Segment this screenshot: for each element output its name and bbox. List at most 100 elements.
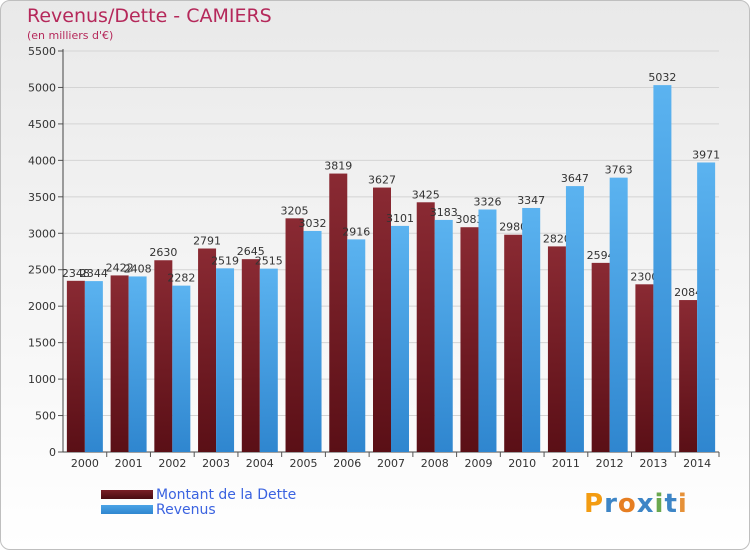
data-label-dette: 2645	[237, 245, 265, 258]
legend-swatch-dette	[101, 490, 153, 499]
data-label-dette: 2980	[499, 221, 527, 234]
bar-revenus	[478, 209, 497, 452]
legend-item-dette: Montant de la Dette	[101, 487, 296, 503]
data-label-dette: 2791	[193, 235, 221, 248]
bar-dette	[460, 227, 479, 452]
bar-revenus	[697, 162, 716, 452]
y-tick-label: 1000	[28, 373, 56, 386]
bar-revenus	[565, 186, 584, 453]
bar-dette	[110, 275, 129, 452]
x-tick-label: 2002	[158, 457, 186, 470]
x-tick-label: 2012	[596, 457, 624, 470]
y-tick-label: 5000	[28, 81, 56, 94]
logo-letter: r	[604, 489, 618, 519]
bar-dette	[285, 218, 304, 452]
data-label-revenus: 3326	[473, 196, 501, 209]
bar-dette	[198, 248, 217, 452]
bar-revenus	[303, 230, 322, 452]
bar-revenus	[128, 276, 147, 452]
bar-revenus	[216, 268, 235, 452]
x-tick-label: 2010	[508, 457, 536, 470]
data-label-revenus: 2344	[80, 267, 108, 280]
data-label-revenus: 3183	[430, 206, 458, 219]
bar-dette	[373, 187, 391, 453]
logo-letter: i	[654, 489, 665, 519]
bar-revenus	[259, 268, 278, 452]
bar-dette	[547, 246, 566, 452]
bar-dette	[416, 202, 435, 452]
bar-revenus	[609, 177, 628, 452]
chart-subtitle: (en milliers d'€)	[27, 29, 114, 42]
x-tick-label: 2009	[464, 457, 492, 470]
data-label-dette: 2820	[543, 232, 571, 245]
y-tick-label: 4500	[28, 118, 56, 131]
bar-revenus	[172, 285, 191, 452]
bar-dette	[66, 280, 85, 452]
data-label-revenus: 2515	[255, 255, 283, 268]
y-tick-label: 5500	[28, 45, 56, 58]
x-tick-label: 2000	[71, 457, 99, 470]
logo-letter: P	[584, 489, 605, 519]
bar-dette	[504, 234, 523, 452]
data-label-dette: 2300	[630, 270, 658, 283]
data-label-revenus: 3032	[299, 217, 327, 230]
bar-dette	[241, 259, 260, 452]
x-tick-label: 2014	[683, 457, 711, 470]
y-tick-label: 1500	[28, 337, 56, 350]
y-tick-label: 0	[49, 446, 56, 459]
data-label-revenus: 3971	[692, 148, 720, 161]
y-tick-label: 4000	[28, 154, 56, 167]
data-label-revenus: 3347	[517, 194, 545, 207]
y-tick-label: 2000	[28, 300, 56, 313]
data-label-dette: 3083	[455, 213, 483, 226]
bar-dette	[329, 173, 348, 452]
data-label-dette: 2348	[62, 267, 90, 280]
data-label-dette: 2594	[587, 249, 615, 262]
logo-letter: x	[636, 489, 655, 519]
legend-swatch-revenus	[101, 505, 153, 514]
logo-letter: t	[664, 489, 678, 519]
y-tick-label: 500	[35, 410, 56, 423]
bar-dette	[154, 260, 173, 452]
logo-letter: i	[677, 489, 688, 519]
bar-revenus	[347, 239, 366, 452]
y-tick-label: 3500	[28, 191, 56, 204]
bar-dette	[679, 300, 698, 452]
y-tick-label: 3000	[28, 227, 56, 240]
x-tick-label: 2007	[377, 457, 405, 470]
data-label-revenus: 3647	[561, 172, 589, 185]
data-label-revenus: 3101	[386, 212, 414, 225]
x-tick-label: 2001	[115, 457, 143, 470]
bar-revenus	[391, 225, 409, 452]
chart-legend: Montant de la Dette Revenus	[101, 487, 296, 518]
proxiti-logo: Proxiti	[584, 489, 688, 519]
legend-item-revenus: Revenus	[101, 501, 296, 518]
x-tick-label: 2013	[639, 457, 667, 470]
bar-dette	[591, 262, 610, 452]
x-tick-label: 2005	[290, 457, 318, 470]
bar-dette	[635, 284, 654, 452]
data-label-revenus: 2916	[342, 225, 370, 238]
y-tick-label: 2500	[28, 264, 56, 277]
x-tick-label: 2008	[421, 457, 449, 470]
bar-revenus	[653, 85, 672, 452]
data-label-dette: 3425	[412, 188, 440, 201]
x-tick-label: 2004	[246, 457, 274, 470]
bar-revenus	[434, 219, 453, 452]
data-label-revenus: 3763	[605, 164, 633, 177]
chart-title: Revenus/Dette - CAMIERS	[27, 5, 272, 27]
data-label-dette: 2422	[106, 261, 134, 274]
data-label-revenus: 5032	[648, 71, 676, 84]
x-tick-label: 2011	[552, 457, 580, 470]
data-label-revenus: 2408	[124, 262, 152, 275]
data-label-dette: 2630	[149, 246, 177, 259]
logo-letter: o	[617, 489, 637, 519]
legend-label-revenus: Revenus	[156, 501, 216, 518]
data-label-revenus: 2282	[167, 272, 195, 285]
x-tick-label: 2003	[202, 457, 230, 470]
data-label-revenus: 2519	[211, 254, 239, 267]
bar-revenus	[84, 281, 103, 452]
data-label-dette: 3205	[281, 204, 309, 217]
